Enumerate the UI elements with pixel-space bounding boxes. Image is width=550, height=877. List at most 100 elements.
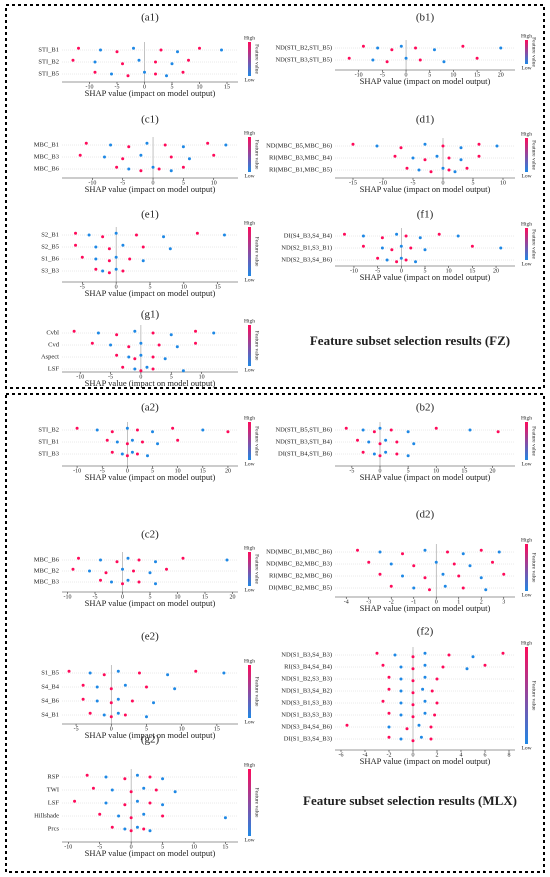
shap-dot (95, 428, 99, 432)
shap-dot (441, 144, 445, 148)
shap-dot (137, 671, 141, 675)
shap-dot (142, 786, 146, 790)
shap-dot (104, 775, 108, 779)
shap-dot (157, 167, 161, 171)
panel-title: (e1) (141, 209, 159, 221)
x-tick-label: 0 (442, 180, 445, 186)
shap-dot (423, 663, 427, 667)
shap-dot (471, 655, 475, 659)
colorbar-high: High (244, 318, 255, 324)
frame-top (5, 4, 545, 389)
shap-dot (399, 689, 403, 693)
shap-dot (163, 143, 167, 147)
x-tick-label: -5 (93, 594, 98, 600)
shap-dot (401, 552, 404, 556)
shap-dot (137, 580, 141, 584)
panel-title: (c2) (141, 529, 159, 541)
shap-dot (434, 426, 438, 430)
shap-dot (361, 234, 365, 238)
x-tick-label: 20 (490, 468, 496, 474)
shap-dot (127, 355, 131, 359)
shap-dot (345, 723, 349, 727)
x-tick-label: 20 (498, 72, 504, 78)
shap-dot (135, 452, 139, 456)
shap-dot (93, 60, 97, 64)
colorbar-high: High (244, 658, 255, 664)
x-tick-label: -10 (76, 374, 84, 380)
x-axis-label: SHAP value (impact on model output) (85, 848, 216, 858)
x-tick-label: 5 (182, 180, 185, 186)
shap-dot (102, 713, 106, 717)
shap-dot (390, 48, 394, 52)
shap-dot (384, 450, 388, 454)
x-tick-label: -10 (379, 180, 387, 186)
x-axis-label: SHAP value (impact on model output) (360, 603, 491, 613)
shap-dot (169, 155, 173, 159)
shap-dot (375, 651, 379, 655)
x-tick-label: -6 (339, 752, 344, 758)
shap-dot (173, 790, 177, 794)
shap-dot (395, 452, 399, 456)
x-tick-label: 5 (407, 468, 410, 474)
panel-title: (b2) (416, 402, 435, 414)
colorbar-title: Feature value (254, 140, 260, 170)
shap-dot (133, 367, 137, 371)
feature-label: STI_B5 (38, 70, 59, 77)
shap-dot (137, 58, 141, 62)
shap-dot (88, 711, 92, 715)
shap-dot (87, 233, 91, 237)
caption: Feature subset selection results (MLX) (303, 793, 517, 808)
x-tick-label: 0 (412, 752, 415, 758)
x-tick-label: -2 (387, 752, 392, 758)
shap-dot (499, 246, 503, 250)
shap-dot (116, 711, 120, 715)
x-tick-label: 0 (435, 599, 438, 605)
shap-dot (125, 426, 129, 430)
x-tick-label: 15 (200, 468, 206, 474)
shap-dot (372, 430, 376, 434)
shap-dot (168, 247, 172, 251)
shap-dot (148, 801, 152, 805)
colorbar-low: Low (244, 837, 254, 843)
shap-dot (84, 141, 88, 145)
x-tick-label: -10 (355, 72, 363, 78)
shap-dot (406, 454, 410, 458)
shap-dot (404, 258, 408, 262)
shap-dot (127, 145, 131, 149)
shap-dot (151, 165, 155, 169)
shap-dot (127, 167, 131, 171)
shap-dot (387, 675, 391, 679)
shap-dot (187, 58, 190, 62)
shap-dot (75, 426, 79, 430)
shap-dot (483, 663, 487, 667)
feature-label: ND(S3_B1,S3_B3) (281, 699, 332, 706)
shap-dot (141, 245, 145, 249)
x-tick-label: -10 (86, 84, 94, 90)
x-tick-label: 10 (197, 84, 203, 90)
shap-dot (81, 683, 85, 687)
shap-dot (101, 235, 105, 239)
shap-dot (132, 46, 135, 50)
shap-dot (148, 775, 152, 779)
shap-dot (115, 560, 119, 564)
shap-dot (133, 329, 137, 333)
shap-dot (411, 703, 415, 707)
shap-dot (77, 46, 80, 50)
shap-dot (169, 169, 173, 173)
colorbar-high: High (244, 35, 255, 41)
shap-dot (395, 232, 399, 236)
x-axis-label: SHAP value (impact on model output) (85, 730, 216, 740)
shap-dot (477, 154, 481, 158)
x-tick-label: -4 (344, 599, 349, 605)
shap-dot (222, 671, 226, 675)
shap-dot (93, 70, 97, 74)
shap-dot (194, 341, 198, 345)
colorbar-title: Feature value (254, 677, 260, 707)
x-tick-label: 0 (121, 594, 124, 600)
feature-label: LSF (48, 365, 60, 372)
shap-dot (393, 653, 397, 657)
shap-dot (72, 329, 76, 333)
shap-dot (71, 58, 75, 62)
shap-dot (435, 677, 439, 681)
colorbar-title: Feature value (531, 229, 537, 259)
